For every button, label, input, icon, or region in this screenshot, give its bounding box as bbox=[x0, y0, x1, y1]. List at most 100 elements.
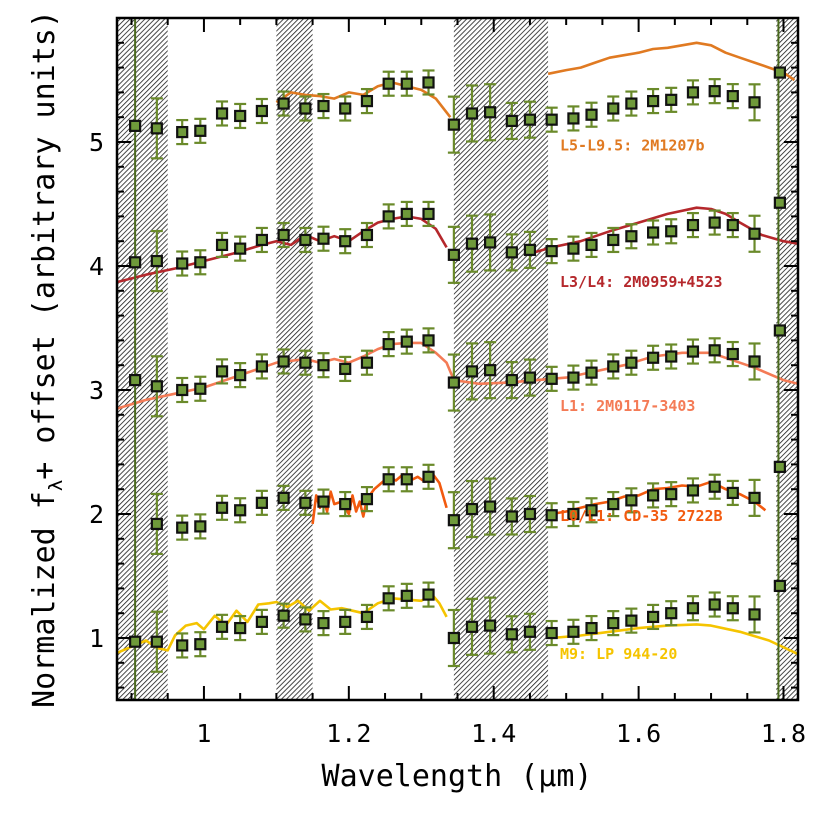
data-point bbox=[545, 619, 558, 647]
data-point bbox=[400, 582, 413, 609]
point-marker-4-4 bbox=[215, 238, 229, 252]
point-marker-3-17 bbox=[484, 364, 497, 377]
point-marker-5-13 bbox=[400, 77, 413, 90]
point-marker-4-21 bbox=[567, 242, 580, 255]
point-marker-3-12 bbox=[382, 338, 395, 351]
data-point bbox=[523, 494, 537, 534]
point-marker-2-24 bbox=[625, 494, 638, 507]
point-marker-5-27 bbox=[686, 86, 700, 99]
point-marker-4-6 bbox=[255, 233, 268, 247]
point-marker-5-15 bbox=[447, 118, 460, 131]
point-marker-4-12 bbox=[382, 210, 395, 223]
data-point bbox=[382, 203, 395, 230]
point-marker-1-22 bbox=[585, 621, 598, 635]
data-point bbox=[194, 117, 207, 144]
data-point bbox=[505, 360, 518, 400]
point-marker-5-2 bbox=[176, 125, 189, 139]
data-point bbox=[422, 581, 435, 608]
data-point bbox=[215, 358, 229, 385]
point-marker-1-3 bbox=[194, 638, 207, 651]
data-point bbox=[234, 362, 247, 389]
data-point bbox=[708, 591, 721, 618]
data-point bbox=[176, 118, 189, 146]
point-marker-4-23 bbox=[607, 233, 620, 247]
data-point bbox=[484, 213, 497, 272]
data-point bbox=[447, 95, 460, 154]
point-marker-2-27 bbox=[686, 484, 700, 497]
point-marker-5-17 bbox=[484, 106, 497, 119]
data-point bbox=[625, 223, 638, 250]
data-point bbox=[176, 250, 189, 277]
point-marker-1-1 bbox=[150, 635, 163, 648]
point-marker-4-30 bbox=[748, 227, 761, 240]
data-point bbox=[748, 83, 761, 122]
data-point bbox=[708, 78, 721, 105]
data-point bbox=[607, 490, 620, 518]
point-marker-4-16 bbox=[465, 237, 479, 250]
data-point bbox=[447, 225, 460, 284]
data-point bbox=[129, 119, 142, 132]
x-tick-labels: 1 1.2 1.4 1.6 1.8 bbox=[196, 719, 806, 748]
point-marker-4-18 bbox=[505, 246, 518, 259]
data-point bbox=[505, 101, 518, 141]
data-point bbox=[665, 481, 678, 508]
point-marker-2-14 bbox=[422, 470, 435, 483]
data-point bbox=[607, 353, 620, 380]
point-marker-1-14 bbox=[422, 588, 435, 601]
data-point bbox=[484, 83, 497, 142]
series-labels: M9: LP 944-20 L0/L1: CD-35 2722B L1: 2M011… bbox=[560, 136, 723, 662]
point-marker-5-edge-2 bbox=[773, 66, 786, 79]
data-point bbox=[150, 229, 163, 293]
point-marker-4-15 bbox=[447, 248, 460, 261]
data-point bbox=[234, 102, 247, 130]
point-marker-4-19 bbox=[523, 243, 537, 256]
point-marker-5-11 bbox=[360, 94, 374, 108]
data-point bbox=[708, 337, 721, 364]
point-marker-4-7 bbox=[277, 228, 290, 242]
data-point bbox=[773, 324, 786, 337]
point-marker-4-10 bbox=[339, 235, 352, 248]
point-marker-2-29 bbox=[726, 486, 739, 500]
data-point bbox=[686, 595, 700, 622]
y-tick-label: 3 bbox=[89, 376, 104, 405]
point-marker-3-15 bbox=[447, 376, 460, 389]
data-point bbox=[686, 79, 700, 106]
data-point bbox=[129, 635, 142, 648]
point-marker-4-17 bbox=[484, 236, 497, 249]
data-point bbox=[647, 603, 660, 631]
data-point bbox=[277, 221, 290, 249]
y-tick-label: 4 bbox=[89, 252, 104, 281]
data-point bbox=[400, 70, 413, 97]
point-marker-1-4 bbox=[215, 620, 229, 633]
point-marker-4-14 bbox=[422, 207, 435, 221]
point-marker-1-5 bbox=[234, 621, 247, 635]
data-point bbox=[360, 486, 374, 513]
point-marker-1-edge-2 bbox=[773, 579, 786, 593]
point-marker-1-28 bbox=[708, 598, 721, 611]
data-point bbox=[299, 95, 312, 122]
data-point bbox=[447, 353, 460, 412]
data-point bbox=[625, 349, 638, 376]
data-point bbox=[422, 200, 435, 228]
point-marker-3-7 bbox=[277, 355, 290, 368]
point-marker-2-10 bbox=[339, 497, 352, 511]
data-point bbox=[484, 596, 497, 655]
point-marker-3-5 bbox=[234, 369, 247, 382]
point-marker-3-23 bbox=[607, 360, 620, 373]
point-marker-2-5 bbox=[234, 504, 247, 517]
point-marker-2-7 bbox=[277, 491, 290, 504]
point-marker-3-1 bbox=[150, 380, 163, 393]
point-marker-2-19 bbox=[523, 507, 537, 521]
point-marker-2-16 bbox=[465, 502, 479, 516]
data-point bbox=[545, 106, 558, 133]
series-label-2: L0/L1: CD-35 2722B bbox=[560, 507, 723, 525]
data-point bbox=[625, 607, 638, 634]
data-point bbox=[465, 342, 479, 401]
data-point bbox=[400, 200, 413, 228]
point-marker-2-21 bbox=[567, 507, 580, 521]
model-spectrum-line-4-2 bbox=[529, 206, 798, 255]
point-marker-1-15 bbox=[447, 631, 460, 645]
data-point bbox=[665, 86, 678, 113]
data-point bbox=[234, 614, 247, 642]
point-marker-3-20 bbox=[545, 372, 558, 385]
